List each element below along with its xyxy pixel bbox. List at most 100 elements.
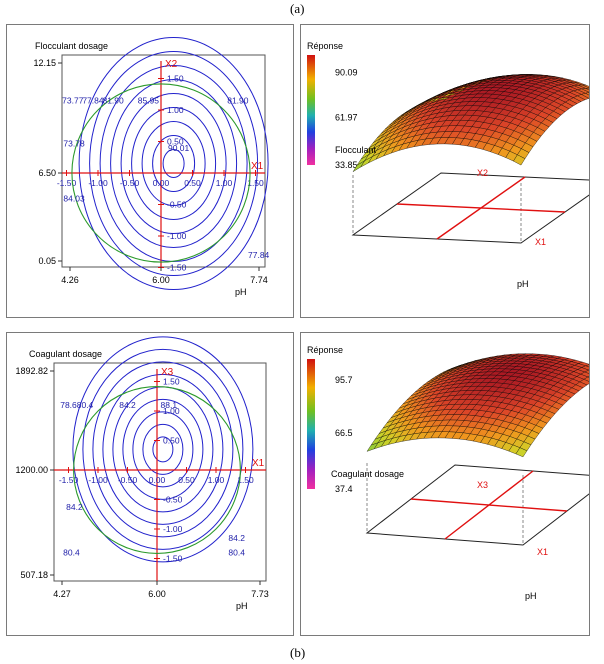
caption-a: (a) bbox=[290, 1, 305, 16]
contour-line bbox=[120, 93, 227, 235]
contour-line bbox=[142, 423, 184, 475]
colorbar-tick-label: 37.4 bbox=[335, 484, 353, 494]
coded-tick-label-x: 1.50 bbox=[237, 475, 254, 485]
surface-facet bbox=[352, 160, 365, 172]
contour-value-label: 77.84 bbox=[248, 250, 270, 260]
coded-tick-label-y: 1.50 bbox=[163, 377, 180, 387]
x-axis-title: pH bbox=[236, 601, 248, 611]
coded-tick-label-x: 1.00 bbox=[216, 178, 233, 188]
base-cross-line bbox=[444, 470, 534, 540]
coded-tick-label-y: -1.00 bbox=[163, 524, 183, 534]
contour-value-label: 84.03 bbox=[63, 193, 85, 203]
coded-tick-label-x: 1.00 bbox=[208, 475, 225, 485]
contour-line bbox=[82, 348, 244, 550]
coded-tick-label-x: -1.00 bbox=[88, 178, 108, 188]
contour-line bbox=[89, 51, 259, 277]
coded-tick-label-y: -1.50 bbox=[163, 554, 183, 564]
contour-line bbox=[152, 436, 174, 463]
coded-tick-label-x: -0.50 bbox=[118, 475, 138, 485]
contour-line bbox=[132, 411, 194, 488]
base-plane bbox=[351, 172, 604, 244]
coded-tick-label-x: 1.50 bbox=[247, 178, 264, 188]
contour-line bbox=[78, 37, 269, 291]
caption-b: (b) bbox=[290, 645, 306, 660]
coded-tick-label-x: 0.50 bbox=[184, 178, 201, 188]
contour-plot-b: X1 X3 -1.50 -1.50 -1.00 -1.00 -0.50 -0.50 0.00 0.… bbox=[15, 336, 269, 611]
base-plane bbox=[365, 464, 604, 546]
contour-value-label: 81.90 bbox=[102, 96, 124, 106]
contour-line bbox=[110, 79, 238, 249]
x-tick-label: 6.00 bbox=[152, 275, 170, 285]
coded-tick-label-y: -0.50 bbox=[167, 200, 187, 210]
coded-axis-vertical-label: X2 bbox=[165, 59, 178, 70]
y-tick-label: 507.18 bbox=[20, 570, 48, 580]
contour-value-label: 90.01 bbox=[168, 143, 190, 153]
coded-axis-horizontal-label: X1 bbox=[251, 161, 264, 172]
contour-line bbox=[162, 149, 185, 179]
surface-panel-a: Réponse 90.09 61.97 33.85 Flocculant X2 X1 pH bbox=[300, 24, 604, 318]
contour-panel-b: X1 X3 -1.50 -1.50 -1.00 -1.00 -0.50 -0.50 0.00 0.… bbox=[6, 332, 294, 636]
y-tick-label: 0.05 bbox=[38, 256, 56, 266]
x-axis-title: pH bbox=[525, 591, 537, 601]
x-tick-label: 4.27 bbox=[53, 589, 71, 599]
coded-tick-label-y: 1.00 bbox=[163, 406, 180, 416]
x-tick-label: 7.74 bbox=[250, 275, 268, 285]
contour-value-label: 73.77 bbox=[62, 96, 84, 106]
coded-tick-label-x: 0.00 bbox=[153, 178, 170, 188]
coded-tick-label-x: 0.50 bbox=[178, 475, 195, 485]
colorbar-tick-label: 61.97 bbox=[335, 113, 358, 123]
contour-value-label: 88.1 bbox=[161, 400, 178, 410]
coded-tick-label-x: -1.50 bbox=[59, 475, 79, 485]
surface-plot-a: Réponse 90.09 61.97 33.85 Flocculant X2 X1 pH bbox=[307, 41, 604, 289]
coded-tick-label-y: -0.50 bbox=[163, 495, 183, 505]
z-axis-title: Coagulant dosage bbox=[331, 469, 404, 479]
y-tick-label: 6.50 bbox=[38, 168, 56, 178]
design-region-circle bbox=[71, 83, 251, 263]
coded-tick-label-y: -1.00 bbox=[167, 231, 187, 241]
coded-tick-label-y: 1.50 bbox=[167, 74, 184, 84]
contour-line bbox=[131, 107, 217, 221]
contour-value-label: 84.2 bbox=[66, 502, 83, 512]
contour-value-label: 84.2 bbox=[228, 533, 245, 543]
surface-facet bbox=[366, 442, 379, 452]
coded-tick-label-x: -0.50 bbox=[120, 178, 140, 188]
colorbar-tick-label: 95.7 bbox=[335, 375, 353, 385]
coded-tick-label-x: -1.00 bbox=[88, 475, 108, 485]
contour-value-label: 77.84 bbox=[82, 96, 104, 106]
z-axis-title: Flocculant bbox=[335, 145, 377, 155]
contour-value-label: 80.4 bbox=[228, 548, 245, 558]
surface-panel-b: Réponse 95.7 66.5 37.4 Coagulant dosage X3 X1 p… bbox=[300, 332, 604, 636]
coded-tick-label-x: 0.00 bbox=[149, 475, 166, 485]
colorbar-title: Réponse bbox=[307, 345, 343, 355]
contour-line bbox=[152, 135, 196, 193]
contour-value-label: 85.95 bbox=[138, 96, 160, 106]
coded-axis-label-x2: X3 bbox=[477, 480, 488, 490]
colorbar bbox=[307, 55, 315, 165]
y-axis-title: Coagulant dosage bbox=[29, 349, 102, 359]
contour-line bbox=[141, 121, 206, 207]
colorbar-title: Réponse bbox=[307, 41, 343, 51]
contour-value-label: 80.4 bbox=[63, 548, 80, 558]
plot-frame bbox=[53, 362, 267, 582]
design-region-circle bbox=[73, 386, 241, 554]
coded-axis-horizontal-label: X1 bbox=[252, 458, 265, 469]
colorbar bbox=[307, 359, 315, 489]
y-tick-label: 1892.82 bbox=[15, 366, 48, 376]
x-tick-label: 4.26 bbox=[61, 275, 79, 285]
contour-value-label: 81.90 bbox=[227, 96, 249, 106]
x-tick-label: 6.00 bbox=[148, 589, 166, 599]
y-tick-label: 1200.00 bbox=[15, 465, 48, 475]
surface-facet bbox=[515, 447, 528, 458]
contour-value-label: 78.6 bbox=[60, 400, 77, 410]
coded-axis-label-x1: X1 bbox=[537, 547, 548, 557]
coded-axis-vertical-label: X3 bbox=[161, 367, 174, 378]
x-axis-title: pH bbox=[517, 279, 529, 289]
surface-facet bbox=[513, 154, 526, 166]
coded-tick-label-y: 0.50 bbox=[163, 436, 180, 446]
contour-line bbox=[102, 373, 224, 525]
x-axis-title: pH bbox=[235, 287, 247, 297]
coded-tick-label-y: -1.50 bbox=[167, 263, 187, 273]
contour-line bbox=[72, 336, 254, 563]
coded-tick-label-x: -1.50 bbox=[57, 178, 77, 188]
contour-value-label: 80.4 bbox=[77, 400, 94, 410]
